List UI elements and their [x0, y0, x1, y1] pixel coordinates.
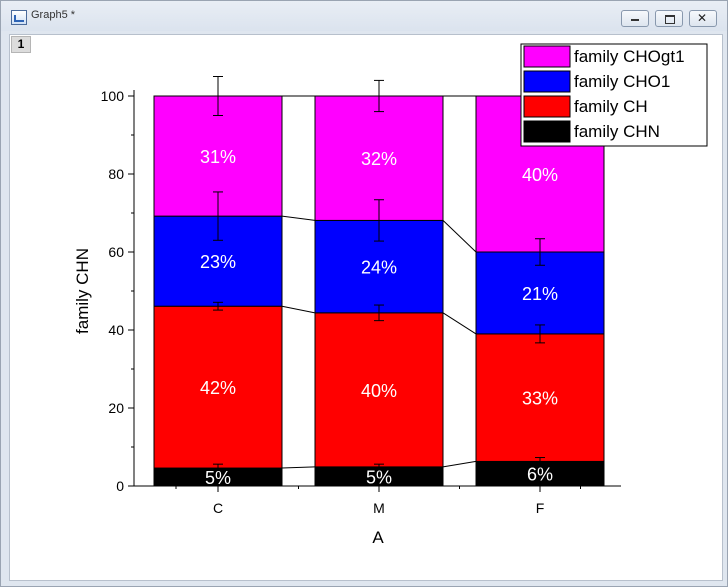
- y-ticks: 0 20 40 60 80 100: [101, 88, 134, 494]
- legend-label: family CHN: [574, 122, 660, 141]
- minimize-button[interactable]: [621, 10, 649, 27]
- y-axis-title: family CHN: [73, 248, 92, 334]
- data-label: 21%: [522, 284, 558, 304]
- connecting-line: [281, 466, 316, 469]
- y-tick-label: 100: [101, 88, 125, 104]
- bar-segment: [475, 333, 605, 462]
- window-title: Graph5 *: [31, 9, 76, 21]
- x-tick-label: M: [373, 500, 385, 516]
- y-tick-label: 40: [108, 322, 124, 338]
- legend-swatch: [523, 45, 571, 68]
- connecting-line: [442, 460, 477, 468]
- graph-window-icon[interactable]: [11, 10, 27, 25]
- data-label: 5%: [366, 467, 392, 487]
- y-tick-label: 0: [116, 478, 124, 494]
- data-labels: 5% 5% 6% 42% 40% 33% 23% 24% 21% 31% 32% 40%: [200, 147, 558, 488]
- x-tick-label: C: [213, 500, 223, 516]
- x-tick-label: F: [536, 500, 545, 516]
- bar-segment: [314, 312, 444, 468]
- bar-segment: [153, 305, 283, 469]
- y-tick-label: 60: [108, 244, 124, 260]
- legend-swatch: [523, 95, 571, 118]
- layer-tab[interactable]: 1: [11, 36, 31, 53]
- connecting-line: [281, 215, 316, 221]
- data-label: 5%: [205, 468, 231, 488]
- data-label: 6%: [527, 465, 553, 485]
- data-label: 40%: [522, 165, 558, 185]
- close-icon: ✕: [697, 11, 708, 25]
- connecting-line: [442, 220, 477, 253]
- y-tick-label: 20: [108, 400, 124, 416]
- title-bar[interactable]: Graph5 * ✕: [1, 1, 727, 31]
- data-label: 33%: [522, 389, 558, 409]
- legend-label: family CH: [574, 97, 648, 116]
- connecting-lines: [281, 95, 477, 469]
- data-label: 23%: [200, 252, 236, 272]
- y-tick-label: 80: [108, 166, 124, 182]
- data-label: 40%: [361, 381, 397, 401]
- legend-swatch: [523, 70, 571, 93]
- minimize-icon: [631, 19, 639, 21]
- x-axis-title: A: [372, 528, 384, 547]
- data-label: 31%: [200, 147, 236, 167]
- error-bars: [213, 76, 545, 473]
- legend[interactable]: family CHOgt1 family CHO1 family CH family …: [520, 43, 708, 147]
- data-label: 42%: [200, 378, 236, 398]
- maximize-button[interactable]: [655, 10, 683, 27]
- connecting-line: [281, 305, 316, 314]
- legend-label: family CHO1: [574, 72, 670, 91]
- close-button[interactable]: ✕: [689, 10, 717, 27]
- data-label: 32%: [361, 149, 397, 169]
- legend-swatch: [523, 120, 571, 143]
- data-label: 24%: [361, 258, 397, 278]
- legend-label: family CHOgt1: [574, 47, 685, 66]
- connecting-line: [442, 312, 477, 335]
- maximize-icon: [665, 15, 675, 24]
